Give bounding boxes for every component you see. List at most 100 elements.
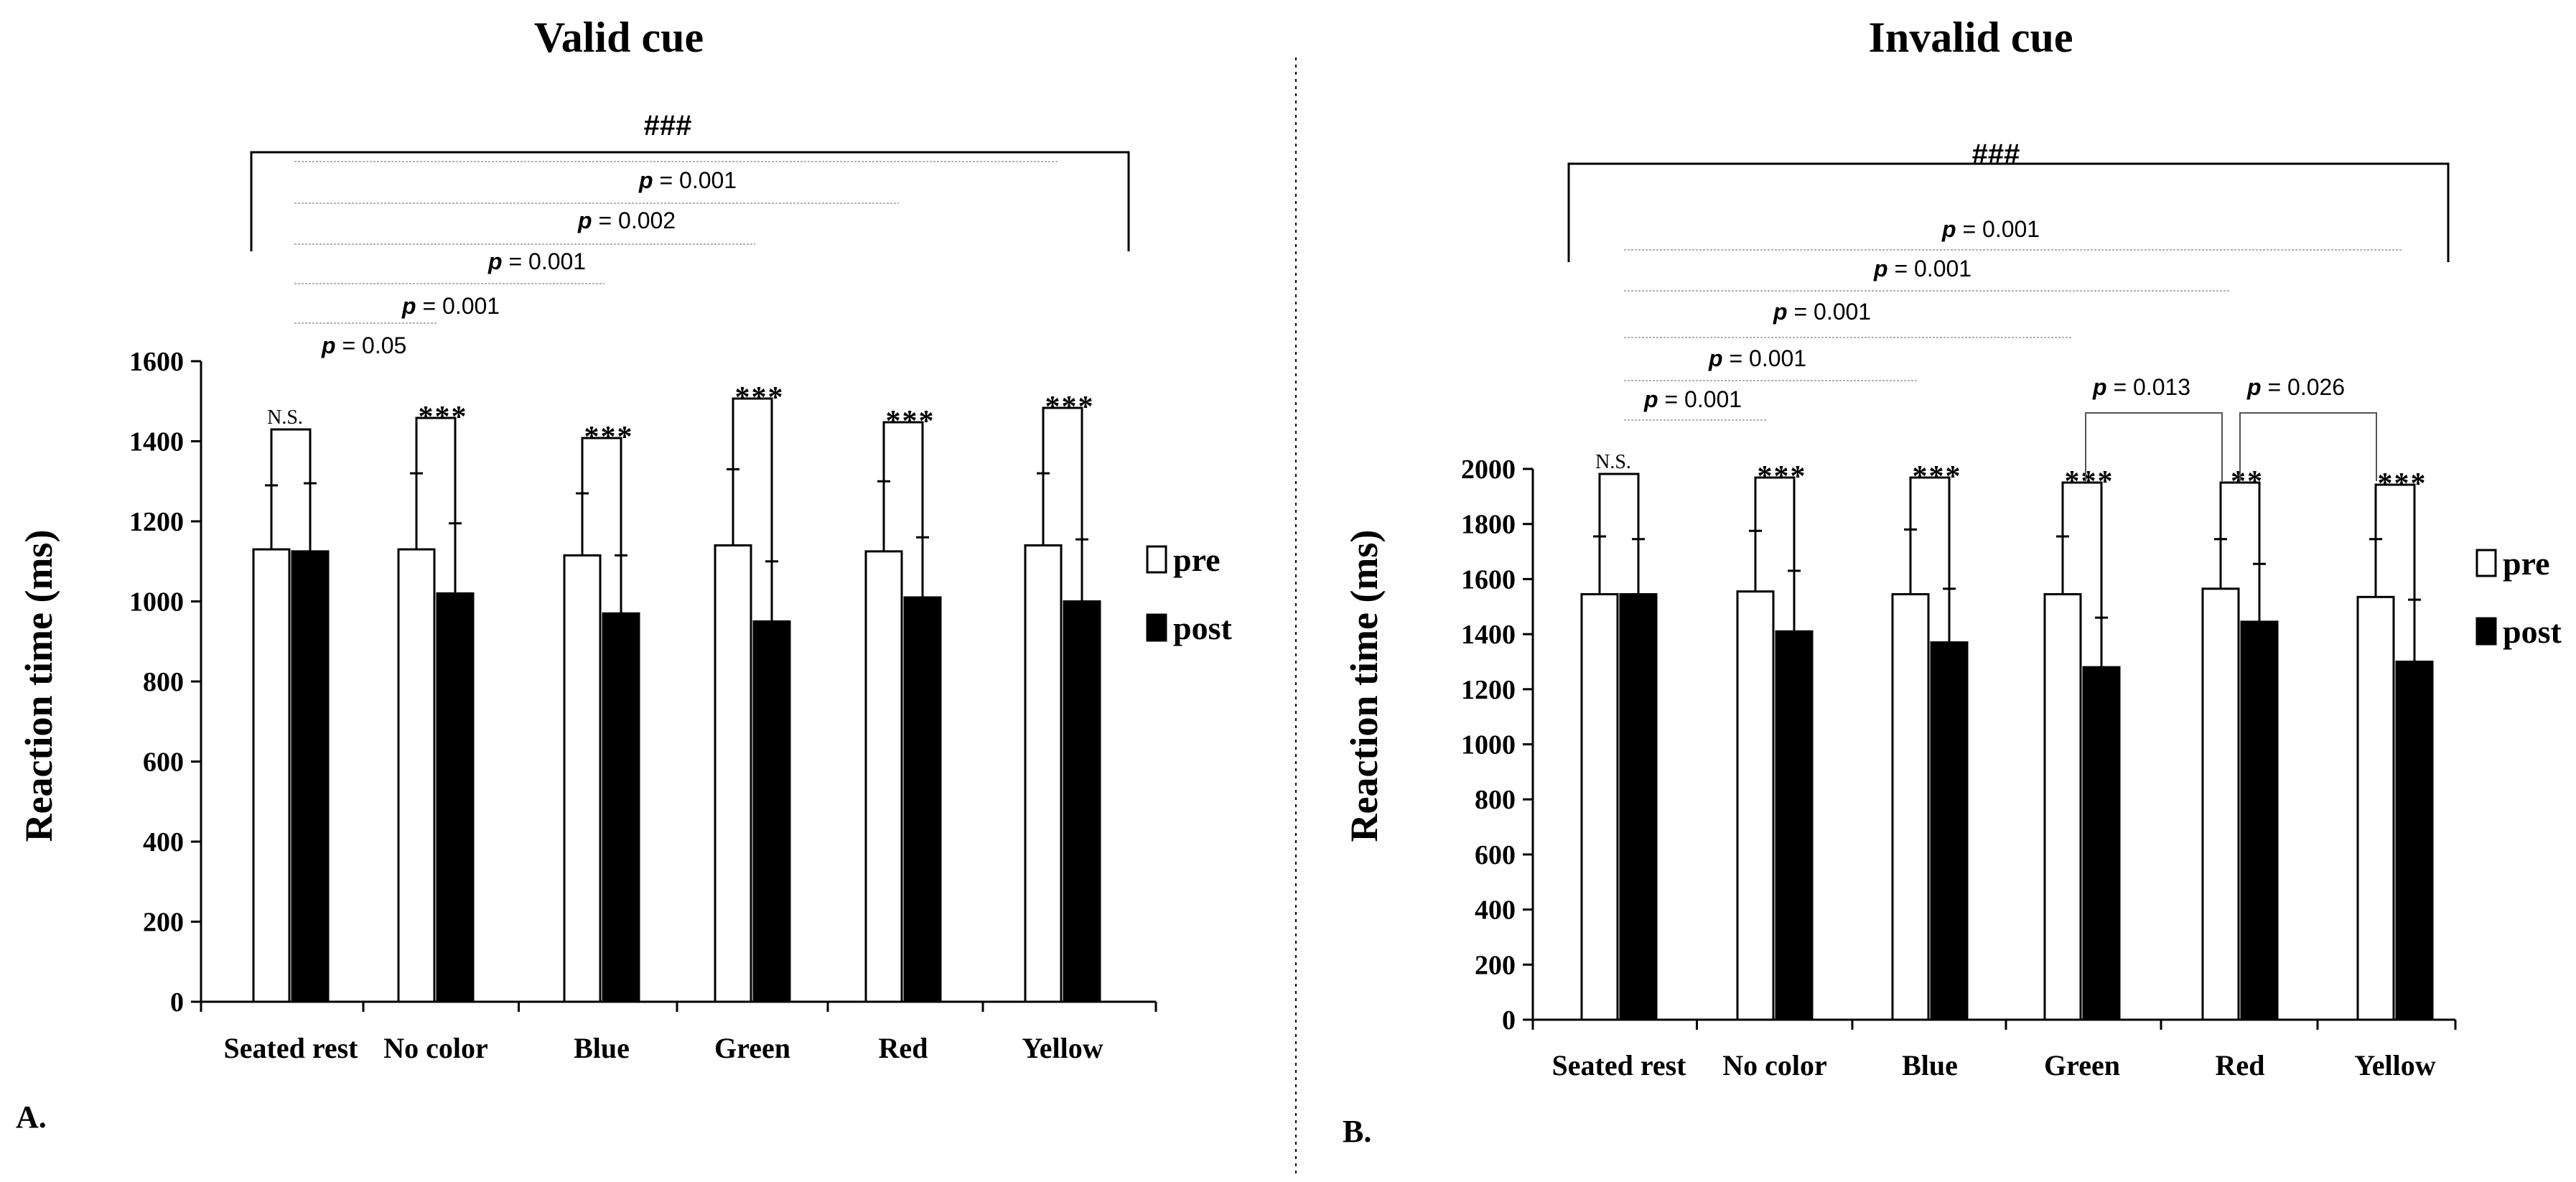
bar-post [1063, 600, 1101, 1003]
pair-bracket [882, 421, 924, 544]
y-tick-label: 1600 [129, 347, 184, 377]
comparison-p-value: p = 0.001 [1708, 345, 1806, 371]
pair-annotation: *** [886, 405, 935, 438]
bar-post [602, 612, 640, 1003]
y-axis-label: Reaction time (ms) [1343, 530, 1386, 842]
comparison-p-value: p = 0.001 [1941, 216, 2040, 242]
bar-post [2082, 666, 2121, 1021]
legend-label-post: post [1173, 610, 1232, 646]
bar-pre [2356, 595, 2395, 1021]
bar-pre [1024, 544, 1063, 1003]
legend-swatch-pre [1146, 545, 1167, 574]
legend-label-pre: pre [1173, 541, 1221, 578]
pair-bracket [2374, 483, 2416, 606]
y-tick-label: 800 [143, 667, 184, 697]
y-tick-label: 1200 [129, 507, 184, 537]
comparison-p-value: p = 0.001 [1773, 299, 1871, 325]
x-tick-label: Seated rest [224, 1032, 359, 1064]
color-comparison-p-value: p = 0.013 [2092, 374, 2190, 400]
bar-pre [1736, 590, 1775, 1021]
y-axis-label: Reaction time (ms) [17, 530, 60, 842]
pair-annotation: *** [419, 401, 468, 434]
y-tick-label: 1600 [1461, 564, 1516, 595]
comparison-p-value: p = 0.001 [638, 167, 737, 193]
comparison-p-value: p = 0.001 [487, 248, 586, 274]
y-tick-label: 0 [1502, 1005, 1516, 1036]
bar-pre [397, 548, 436, 1003]
legend-swatch-pre [2475, 549, 2497, 577]
bar-post [1619, 592, 1658, 1021]
bar-pre [1580, 592, 1619, 1021]
pair-bracket [1598, 473, 1640, 545]
comparison-p-value: p = 0.001 [401, 293, 500, 319]
bar-pre [252, 548, 291, 1003]
y-tick-label: 1400 [129, 427, 184, 457]
x-tick-label: Seated rest [1552, 1049, 1687, 1081]
overall-bracket [1567, 162, 2450, 262]
x-tick-label: No color [383, 1032, 488, 1064]
y-tick-label: 600 [1475, 840, 1516, 870]
panel-a-valid-cue: Valid cue Reaction time (ms) A. 0 200 400 600 8… [16, 14, 1232, 1135]
pair-bracket [270, 428, 312, 491]
y-tick-label: 600 [143, 748, 184, 778]
bar-pre [714, 544, 752, 1003]
pair-annotation: *** [735, 381, 785, 414]
bar-pre [864, 550, 903, 1003]
bar-post [1775, 630, 1814, 1021]
chart-title: Valid cue [534, 14, 704, 61]
x-tick-label: Red [2216, 1049, 2265, 1081]
pair-bracket [1754, 476, 1796, 577]
pair-annotation: ** [2231, 465, 2264, 498]
pair-bracket [581, 437, 622, 562]
pair-annotation: N.S. [267, 406, 303, 429]
pair-bracket [2219, 481, 2261, 570]
y-tick-label: 1000 [1461, 730, 1516, 760]
chart-title: Invalid cue [1868, 14, 2073, 61]
legend-swatch-post [1146, 613, 1167, 642]
y-tick-label: 200 [143, 908, 184, 938]
pair-annotation: *** [1913, 460, 1962, 493]
overall-bracket [250, 151, 1130, 251]
comparison-p-value: p = 0.001 [1873, 256, 1971, 281]
color-comparison-bracket [2085, 412, 2223, 481]
bar-pre [563, 554, 602, 1003]
y-tick-label: 200 [1475, 950, 1516, 980]
panel-label: B. [1343, 1114, 1371, 1149]
pair-bracket [1909, 476, 1951, 595]
bar-post [1930, 641, 1969, 1021]
x-tick-label: Green [714, 1032, 790, 1064]
x-tick-label: No color [1722, 1049, 1827, 1081]
bar-post [436, 592, 475, 1003]
y-tick-label: 0 [170, 987, 184, 1018]
overall-bracket-label: ### [644, 110, 692, 141]
bar-post [2395, 660, 2434, 1021]
pair-annotation: *** [584, 421, 634, 454]
x-tick-label: Yellow [2354, 1049, 2435, 1081]
y-tick-label: 1200 [1461, 675, 1516, 705]
x-tick-label: Blue [1902, 1049, 1958, 1081]
pair-annotation: *** [1758, 460, 1807, 493]
bar-pre [1891, 592, 1930, 1021]
pair-annotation: *** [1045, 391, 1095, 424]
x-tick-label: Green [2044, 1049, 2120, 1081]
pair-bracket [732, 397, 773, 567]
bar-post [903, 596, 942, 1003]
legend-label-post: post [2503, 613, 2562, 650]
panel-b-invalid-cue: Invalid cue Reaction time (ms) B. 0 200 400 60… [1343, 14, 2562, 1149]
bar-post [752, 620, 791, 1003]
y-tick-label: 800 [1475, 785, 1516, 815]
y-tick-label: 400 [143, 827, 184, 857]
y-tick-label: 1000 [129, 587, 184, 618]
bar-post [291, 550, 330, 1003]
overall-bracket-label: ### [1972, 139, 2020, 170]
pair-annotation: *** [2378, 467, 2427, 501]
x-tick-label: Yellow [1022, 1032, 1103, 1064]
legend-label-pre: pre [2503, 545, 2550, 582]
bar-pre [2043, 592, 2082, 1021]
pair-bracket [415, 417, 457, 529]
y-tick-label: 400 [1475, 895, 1516, 926]
comparison-p-value: p = 0.001 [1643, 386, 1742, 412]
comparison-p-value: p = 0.002 [577, 208, 676, 233]
pair-bracket [1042, 406, 1083, 546]
